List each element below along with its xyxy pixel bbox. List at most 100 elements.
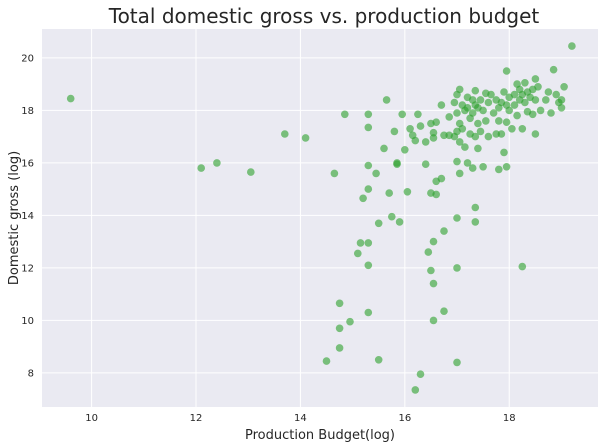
scatter-point — [531, 96, 540, 104]
scatter-point — [411, 386, 420, 394]
scatter-point — [390, 127, 399, 136]
scatter-point — [429, 134, 438, 142]
scatter-point — [440, 307, 448, 316]
scatter-point — [455, 169, 464, 178]
x-tick-label: 18 — [503, 413, 516, 424]
scatter-point — [429, 237, 438, 246]
scatter-point — [364, 123, 373, 132]
scatter-point — [356, 239, 365, 247]
scatter-point — [364, 161, 373, 170]
scatter-point — [403, 188, 412, 196]
scatter-point — [557, 96, 566, 104]
y-axis-ticks: 8 10 12 14 16 18 20 — [21, 53, 34, 379]
scatter-point — [471, 218, 480, 226]
scatter-point — [213, 159, 221, 167]
y-tick-label: 14 — [21, 211, 34, 222]
scatter-point — [374, 356, 383, 364]
scatter-point — [497, 130, 506, 138]
scatter-point — [372, 169, 380, 178]
x-tick-label: 16 — [398, 413, 411, 424]
grid-lines — [42, 29, 598, 407]
scatter-point — [521, 79, 529, 87]
scatter-point — [489, 109, 498, 117]
scatter-point — [552, 90, 560, 99]
scatter-point — [416, 122, 425, 130]
scatter-point — [354, 249, 362, 258]
scatter-point — [487, 90, 495, 99]
scatter-point — [421, 138, 430, 146]
scatter-point — [471, 86, 480, 95]
scatter-point — [374, 219, 383, 228]
scatter-point — [495, 165, 503, 174]
scatter-point — [495, 117, 503, 125]
scatter-point — [281, 130, 289, 138]
scatter-point — [437, 101, 446, 109]
scatter-point — [453, 358, 461, 367]
scatter-point — [505, 106, 513, 115]
scatter-point — [518, 125, 527, 133]
scatter-point — [380, 144, 388, 153]
scatter-point — [393, 160, 401, 168]
scatter-point — [463, 104, 472, 112]
scatter-point — [453, 109, 461, 117]
scatter-point — [364, 308, 373, 317]
y-tick-label: 12 — [21, 263, 34, 274]
scatter-point — [502, 67, 511, 75]
scatter-point — [557, 104, 566, 112]
scatter-point — [401, 146, 409, 154]
x-axis-ticks: 10 12 14 16 18 — [85, 413, 515, 424]
scatter-point — [427, 266, 435, 275]
scatter-point — [440, 227, 448, 235]
scatter-point — [502, 118, 511, 126]
scatter-point — [492, 130, 501, 138]
scatter-point — [421, 160, 430, 168]
scatter-point — [429, 279, 438, 288]
scatter-point — [528, 110, 537, 119]
scatter-point — [364, 185, 373, 193]
scatter-point — [547, 109, 555, 117]
scatter-point — [474, 119, 482, 128]
scatter-point — [502, 163, 511, 171]
scatter-point — [471, 132, 480, 141]
scatter-point — [364, 110, 373, 119]
x-tick-label: 10 — [85, 413, 98, 424]
y-axis-label: Domestic gross (log) — [7, 151, 22, 285]
scatter-point — [531, 75, 540, 83]
scatter-point — [458, 125, 467, 133]
scatter-point — [513, 111, 521, 120]
x-axis-label: Production Budget(log) — [245, 428, 395, 443]
scatter-point — [542, 96, 550, 104]
scatter-point — [432, 118, 441, 126]
scatter-point — [536, 106, 545, 115]
scatter-point — [247, 168, 255, 176]
scatter-point — [445, 113, 454, 121]
scatter-point — [510, 90, 519, 99]
scatter-point — [471, 203, 480, 212]
scatter-point — [549, 65, 558, 74]
scatter-point — [518, 262, 527, 271]
data-points — [66, 42, 576, 394]
y-tick-label: 8 — [28, 368, 34, 379]
scatter-point — [476, 96, 485, 104]
scatter-point — [322, 357, 331, 365]
scatter-point — [508, 125, 516, 133]
scatter-point — [463, 159, 472, 167]
y-tick-label: 16 — [21, 158, 34, 169]
scatter-point — [482, 117, 490, 125]
x-tick-label: 14 — [294, 413, 307, 424]
y-tick-label: 18 — [21, 106, 34, 117]
scatter-point — [468, 109, 477, 117]
scatter-point — [560, 83, 568, 91]
scatter-point — [474, 144, 482, 153]
scatter-point — [455, 138, 464, 146]
scatter-point — [453, 264, 461, 272]
scatter-point — [455, 85, 464, 94]
scatter-point — [568, 42, 576, 50]
scatter-point — [484, 98, 493, 107]
scatter-point — [424, 248, 433, 256]
y-tick-label: 10 — [21, 316, 34, 327]
scatter-point — [479, 106, 487, 115]
scatter-point — [544, 88, 553, 96]
scatter-point — [500, 88, 508, 96]
